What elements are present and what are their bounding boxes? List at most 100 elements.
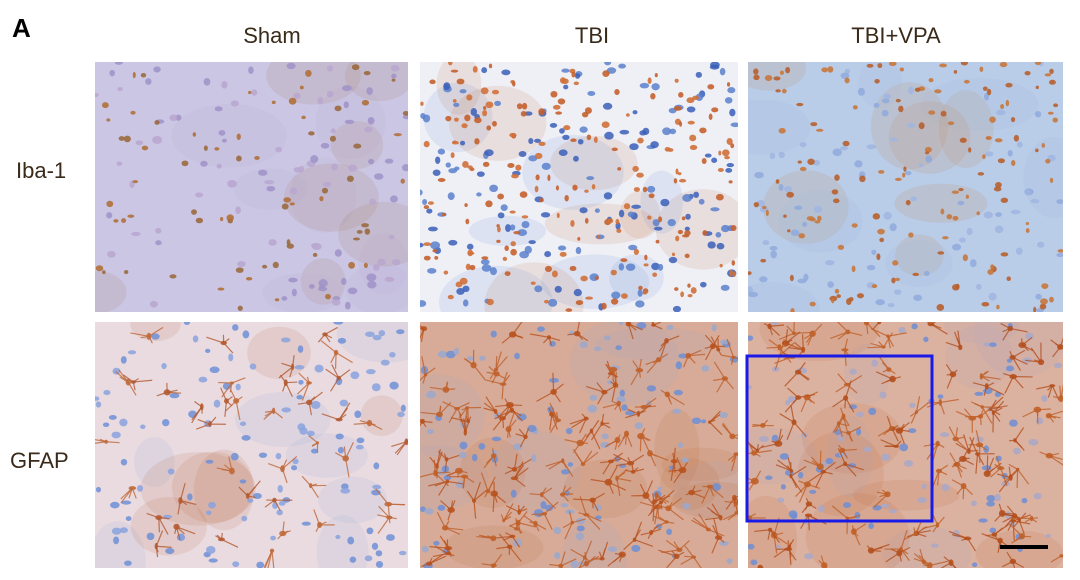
cell [925, 151, 930, 155]
cell [708, 113, 713, 120]
cell [453, 406, 461, 411]
nucleus [866, 144, 877, 150]
tissue [95, 62, 408, 312]
cell [580, 275, 588, 282]
cell [586, 134, 592, 141]
cell [420, 101, 424, 106]
cell [499, 382, 507, 386]
cell [441, 525, 449, 531]
process [462, 476, 466, 489]
nucleus [647, 185, 656, 193]
cell [607, 459, 614, 464]
nucleus [422, 198, 428, 206]
process [993, 534, 1004, 548]
cell [203, 145, 208, 151]
cell [423, 372, 428, 377]
cell [733, 452, 738, 456]
nucleus [481, 67, 488, 74]
nucleus [491, 436, 502, 442]
cell [637, 137, 644, 144]
cell [779, 70, 784, 75]
cell [804, 513, 813, 518]
process [229, 382, 233, 393]
stain-patch [522, 134, 624, 210]
process [176, 526, 196, 535]
process [773, 546, 790, 558]
cell [286, 239, 291, 246]
cell [635, 368, 644, 373]
nucleus [868, 522, 874, 530]
nucleus [420, 506, 426, 512]
nucleus [152, 135, 163, 144]
process [777, 459, 792, 472]
cell [444, 546, 453, 551]
process [975, 430, 981, 446]
cell [317, 521, 323, 529]
nucleus [375, 560, 384, 568]
cell [914, 410, 919, 414]
nucleus [298, 379, 304, 385]
nucleus [145, 78, 152, 85]
nucleus [548, 298, 558, 307]
nucleus [367, 117, 375, 125]
stain-patch [654, 409, 700, 491]
micrograph [95, 62, 408, 312]
nucleus [803, 273, 809, 282]
nucleus [427, 226, 438, 232]
cell [781, 88, 787, 94]
process [458, 407, 468, 419]
cell [799, 166, 807, 172]
process [877, 322, 880, 323]
process [579, 496, 587, 515]
cell [851, 265, 856, 273]
cell [877, 228, 885, 235]
process [549, 402, 559, 421]
nucleus [825, 260, 835, 266]
cell [591, 184, 596, 190]
cell [845, 516, 850, 521]
nucleus [288, 277, 298, 283]
cell [427, 201, 434, 205]
cell [617, 167, 622, 171]
process [338, 402, 351, 420]
process [766, 346, 780, 349]
nucleus [136, 484, 144, 492]
nucleus [454, 166, 460, 171]
cell [504, 271, 511, 276]
cell [1008, 474, 1013, 481]
nucleus [832, 148, 842, 157]
nucleus [657, 486, 663, 491]
cell [601, 389, 608, 395]
nucleus [281, 407, 291, 413]
cell [436, 411, 443, 417]
nucleus [966, 227, 973, 236]
cell [805, 501, 813, 507]
nucleus [527, 424, 537, 433]
nucleus [989, 527, 997, 534]
cell [563, 125, 571, 131]
process [830, 331, 849, 340]
stain-patch [748, 62, 807, 91]
cell [444, 457, 449, 462]
nucleus [778, 151, 785, 159]
nucleus [675, 361, 683, 370]
nucleus [701, 365, 710, 372]
nucleus [384, 158, 394, 164]
cell [997, 466, 1005, 471]
nucleus [289, 187, 298, 195]
nucleus [512, 443, 523, 450]
cell [195, 217, 204, 224]
process [495, 356, 508, 370]
cell [632, 537, 637, 543]
nucleus [866, 264, 876, 271]
nucleus [242, 330, 250, 339]
cell [322, 332, 328, 337]
process [775, 464, 792, 472]
micrographs [95, 62, 1063, 568]
nucleus [871, 249, 877, 255]
process [492, 493, 495, 512]
process [612, 369, 619, 389]
process [955, 442, 970, 452]
cell [894, 177, 902, 182]
cell [346, 175, 354, 182]
